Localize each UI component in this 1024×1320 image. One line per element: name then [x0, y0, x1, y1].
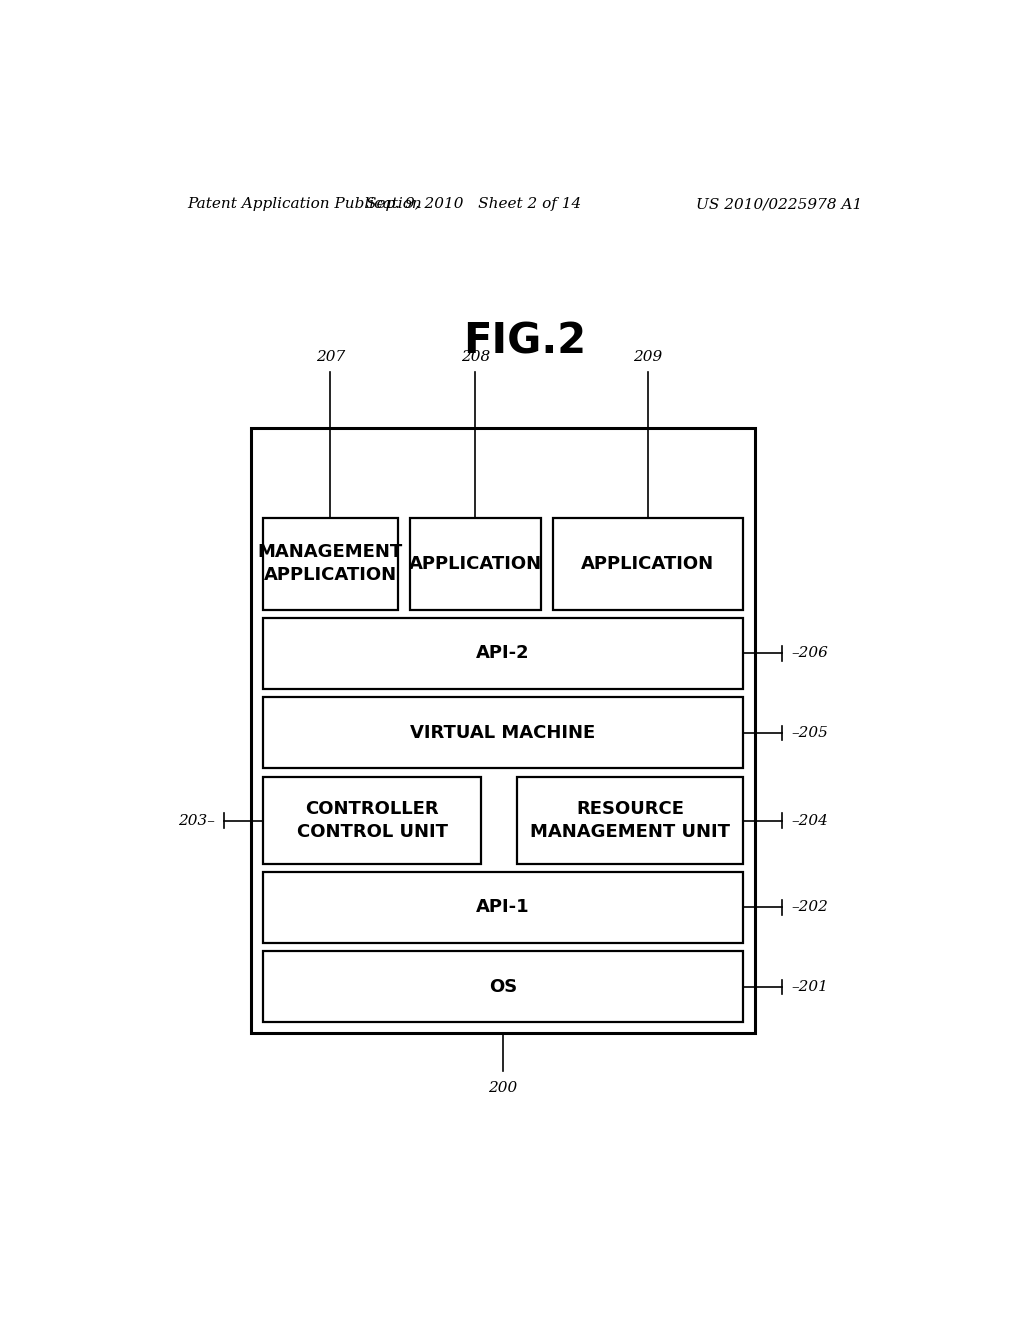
- Text: –205: –205: [792, 726, 828, 739]
- Text: 207: 207: [315, 350, 345, 364]
- Text: –204: –204: [792, 813, 828, 828]
- Text: FIG.2: FIG.2: [463, 321, 587, 363]
- Text: –202: –202: [792, 900, 828, 915]
- Bar: [263, 618, 743, 689]
- Text: –201: –201: [792, 979, 828, 994]
- Text: CONTROLLER
CONTROL UNIT: CONTROLLER CONTROL UNIT: [297, 800, 447, 841]
- Text: 208: 208: [461, 350, 489, 364]
- Text: VIRTUAL MACHINE: VIRTUAL MACHINE: [411, 723, 596, 742]
- Text: OS: OS: [488, 978, 517, 995]
- Text: Sep. 9, 2010   Sheet 2 of 14: Sep. 9, 2010 Sheet 2 of 14: [366, 197, 581, 211]
- Text: US 2010/0225978 A1: US 2010/0225978 A1: [695, 197, 862, 211]
- Text: 209: 209: [633, 350, 663, 364]
- Text: APPLICATION: APPLICATION: [582, 554, 715, 573]
- Bar: [263, 952, 743, 1022]
- Text: MANAGEMENT
APPLICATION: MANAGEMENT APPLICATION: [258, 544, 403, 585]
- Bar: [263, 519, 398, 610]
- Text: RESOURCE
MANAGEMENT UNIT: RESOURCE MANAGEMENT UNIT: [530, 800, 730, 841]
- Bar: [410, 519, 541, 610]
- Text: Patent Application Publication: Patent Application Publication: [187, 197, 422, 211]
- Text: 203–: 203–: [177, 813, 214, 828]
- Bar: [263, 873, 743, 942]
- Text: 200: 200: [488, 1081, 517, 1096]
- Bar: [251, 428, 755, 1032]
- Bar: [263, 777, 481, 863]
- Text: API-1: API-1: [476, 899, 529, 916]
- Bar: [517, 777, 743, 863]
- Text: –206: –206: [792, 647, 828, 660]
- Bar: [553, 519, 743, 610]
- Text: API-2: API-2: [476, 644, 529, 663]
- Bar: [263, 697, 743, 768]
- Text: APPLICATION: APPLICATION: [409, 554, 542, 573]
